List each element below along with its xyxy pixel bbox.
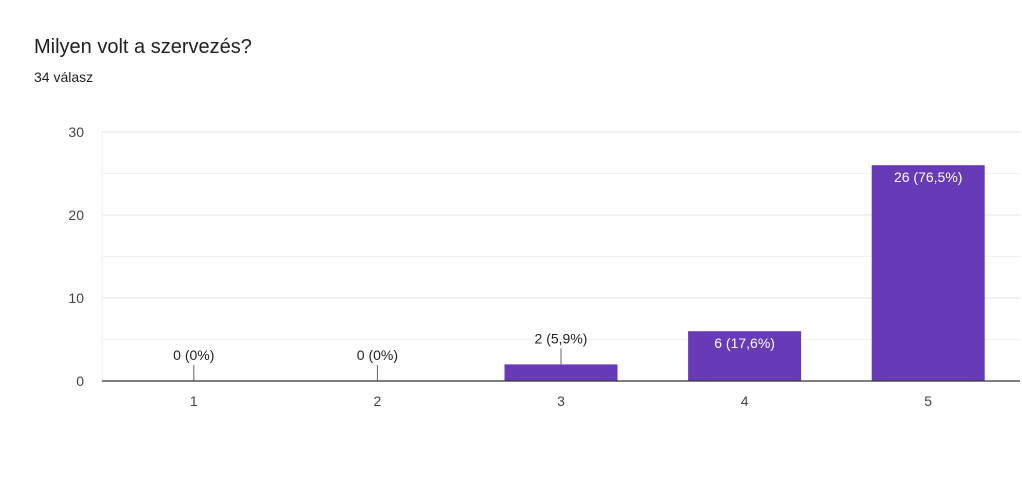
y-tick-label: 30 <box>68 124 84 140</box>
x-tick-label: 3 <box>557 393 565 409</box>
chart-title: Milyen volt a szervezés? <box>34 36 252 58</box>
y-tick-label: 10 <box>68 290 84 306</box>
bar <box>871 165 985 381</box>
bar <box>504 364 618 381</box>
x-tick-label: 2 <box>374 393 382 409</box>
x-tick-label: 4 <box>741 393 749 409</box>
data-label: 26 (76,5%) <box>894 169 962 185</box>
data-label: 6 (17,6%) <box>714 335 775 351</box>
response-count: 34 válasz <box>34 69 94 85</box>
data-label: 0 (0%) <box>173 347 214 363</box>
y-tick-label: 0 <box>76 373 84 389</box>
data-label: 0 (0%) <box>357 347 398 363</box>
bar <box>688 331 802 381</box>
x-tick-label: 1 <box>190 393 198 409</box>
data-label: 2 (5,9%) <box>535 330 588 346</box>
y-tick-label: 20 <box>68 207 84 223</box>
x-tick-label: 5 <box>924 393 932 409</box>
